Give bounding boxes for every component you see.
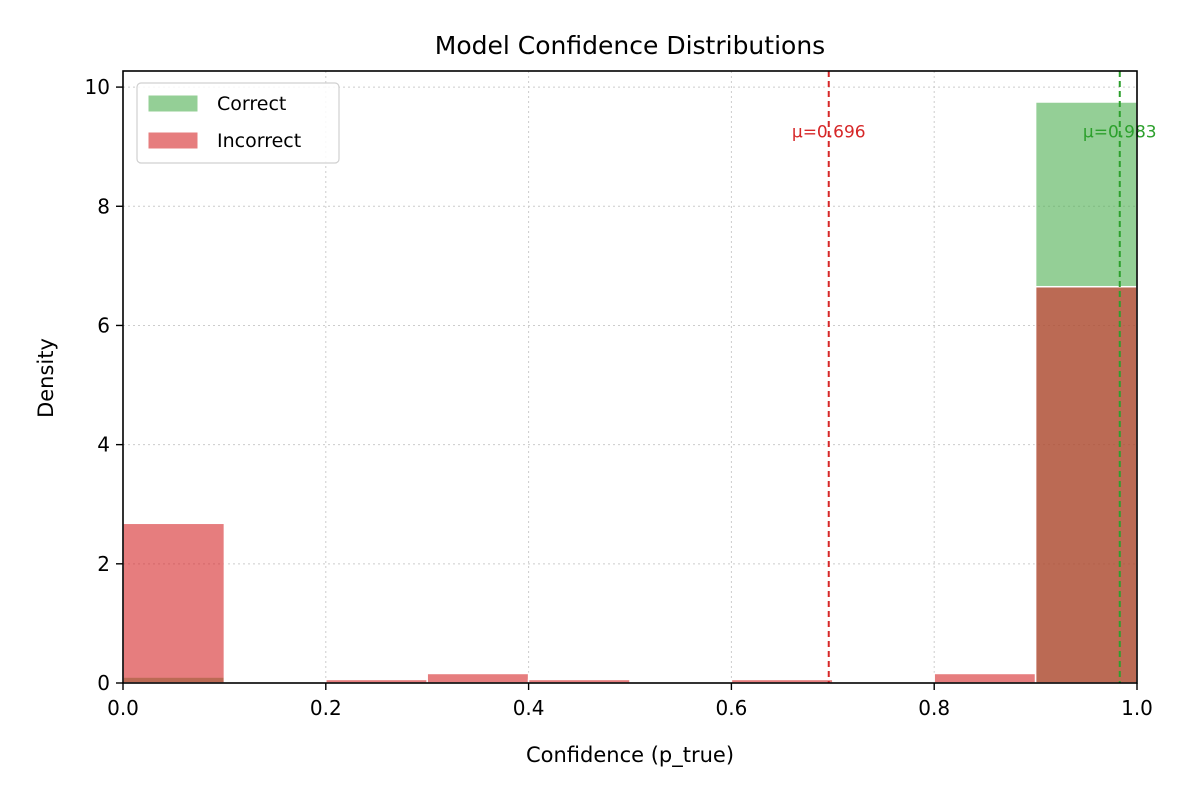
x-axis-title: Confidence (p_true) <box>526 743 734 768</box>
plot-frame <box>122 70 1138 684</box>
legend: Correct Incorrect <box>136 82 340 164</box>
legend-swatch <box>147 94 199 113</box>
bar-incorrect <box>933 672 1037 684</box>
x-tick-label: 0.6 <box>715 696 747 720</box>
x-tick-label: 0.0 <box>107 696 139 720</box>
legend-label: Incorrect <box>217 130 301 152</box>
y-tick-label: 4 <box>97 433 110 457</box>
histogram-bars <box>122 101 1138 684</box>
x-tick-label: 0.2 <box>310 696 342 720</box>
axis-ticks: 0.0 0.2 0.4 0.6 0.8 1.0 0 2 4 6 8 10 <box>85 75 1153 720</box>
y-tick-label: 0 <box>97 671 110 695</box>
x-tick-label: 1.0 <box>1121 696 1153 720</box>
mean-label: μ=0.983 <box>1083 123 1157 143</box>
chart-title: Model Confidence Distributions <box>435 31 825 60</box>
mean-label: μ=0.696 <box>792 123 866 143</box>
bar-incorrect <box>1034 285 1138 684</box>
bar-incorrect <box>122 522 226 684</box>
bar-incorrect <box>426 672 530 684</box>
y-tick-label: 6 <box>97 313 110 337</box>
legend-label: Correct <box>217 93 286 115</box>
y-axis-title: Density <box>34 338 58 418</box>
mean-lines: μ=0.696 μ=0.983 <box>792 71 1157 683</box>
x-tick-label: 0.8 <box>918 696 950 720</box>
y-tick-label: 10 <box>85 75 110 99</box>
x-tick-label: 0.4 <box>513 696 545 720</box>
y-tick-label: 2 <box>97 552 110 576</box>
legend-swatch <box>147 131 199 150</box>
y-tick-label: 8 <box>97 194 110 218</box>
